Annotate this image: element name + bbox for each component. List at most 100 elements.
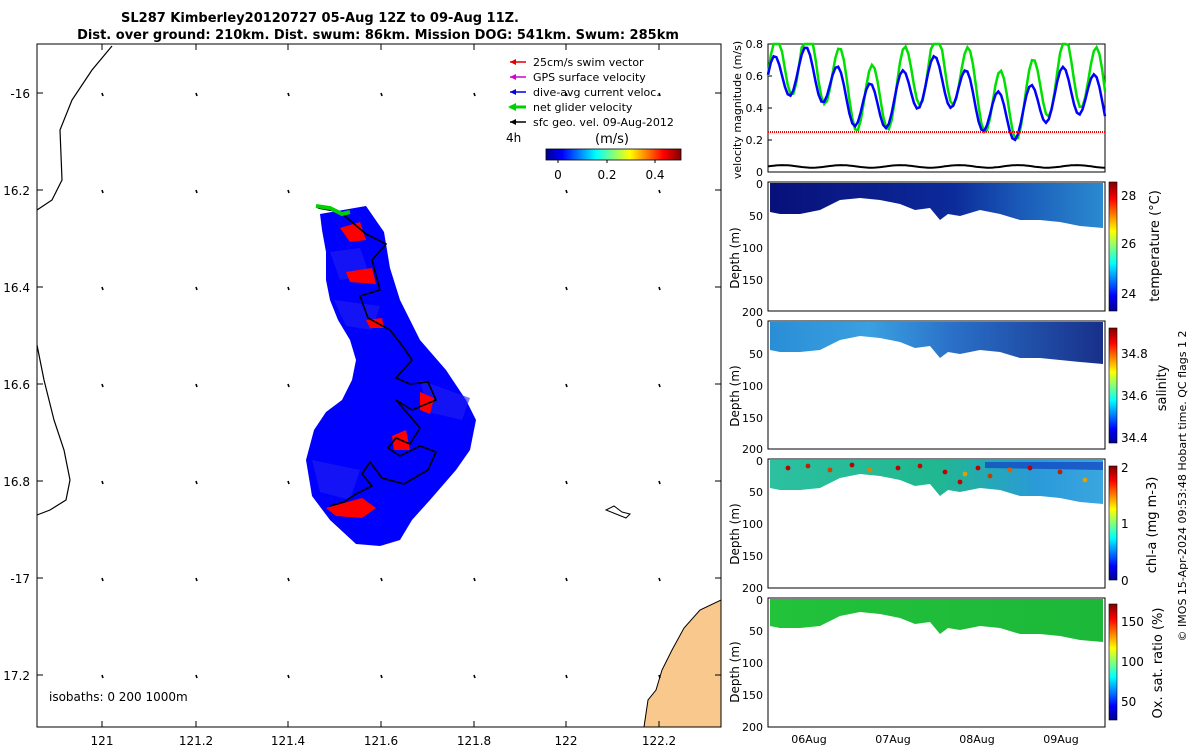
sfc-arrow-40 (658, 674, 661, 679)
chla-dot-14 (1082, 477, 1088, 483)
oxygen-cbar-tick-0: 150 (1121, 615, 1144, 629)
chla-dot-2 (827, 467, 833, 473)
chla-depth-tick-0: 0 (756, 455, 763, 468)
time-step-label: 4h (506, 131, 521, 145)
sfc-arrow-2 (287, 92, 290, 97)
legend-gps-arrowhead (510, 74, 516, 80)
salinity-label: salinity (1155, 364, 1170, 411)
chla-dot-11 (1007, 467, 1013, 473)
chla-surface-band (985, 462, 1103, 470)
sfc-arrow-26 (658, 480, 661, 485)
sfc-arrow-20 (565, 383, 568, 388)
chla-dot-6 (917, 463, 923, 469)
chla-panel: 2 1 0 chl-a (mg m-3) Depth (m) 0 50 100 … (728, 455, 1160, 595)
sfc-arrow-37 (380, 674, 383, 679)
chla-dot-13 (1057, 469, 1063, 475)
sfc-arrow-35 (195, 674, 198, 679)
chla-dot-8 (962, 471, 968, 477)
surface-velocity-arrows (101, 92, 661, 679)
sfc-arrow-12 (101, 286, 104, 291)
temperature-colorbar (1108, 181, 1118, 312)
x-tick-label-2: 121.4 (271, 734, 305, 748)
legend-net-label: net glider velocity (533, 101, 633, 114)
chla-depth-tick-4: 200 (742, 582, 763, 595)
sfc-arrow-14 (287, 286, 290, 291)
sfc-arrow-3 (380, 92, 383, 97)
legend-current-label: dive-avg current veloc. (533, 86, 660, 99)
salinity-cbar-tick-1: 34.6 (1121, 389, 1148, 403)
salinity-depth-tick-1: 50 (749, 348, 763, 361)
sfc-arrow-17 (101, 383, 104, 388)
sfc-arrow-7 (101, 189, 104, 194)
sfc-arrow-34 (101, 674, 104, 679)
legend-current-arrowhead (510, 89, 516, 95)
chla-dot-5 (895, 465, 901, 471)
sfc-arrow-9 (287, 189, 290, 194)
oxygen-depth-tick-3: 150 (742, 689, 763, 702)
oxygen-panel: 150 100 50 Ox. sat. ratio (%) Depth (m) … (728, 594, 1166, 734)
oxygen-cbar-tick-1: 100 (1121, 655, 1144, 669)
sfc-arrow-13 (195, 286, 198, 291)
oxygen-depth-label: Depth (m) (728, 641, 742, 702)
legend-gps-label: GPS surface velocity (533, 71, 646, 84)
sfc-arrow-6 (658, 92, 661, 97)
y-tick-label-2: 16.4 (3, 281, 30, 295)
sfc-arrow-38 (473, 674, 476, 679)
oxygen-depth-tick-2: 100 (742, 657, 763, 670)
sfc-arrow-19 (287, 383, 290, 388)
vel-y-tick-2: 0.4 (746, 102, 764, 115)
temperature-cbar-tick-0: 28 (1121, 189, 1136, 203)
oxygen-depth-tick-4: 200 (742, 721, 763, 734)
oxygen-section (770, 599, 1103, 642)
temperature-depth-tick-2: 100 (742, 242, 763, 255)
x-tick-label-1: 121.2 (179, 734, 213, 748)
oxygen-label: Ox. sat. ratio (%) (1151, 608, 1166, 719)
sfc-arrow-32 (565, 577, 568, 582)
chla-dot-12 (1027, 465, 1033, 471)
sfc-arrow-21 (658, 383, 661, 388)
footer-credit: © IMOS 15-Apr-2024 09:53:48 Hobart time.… (1176, 331, 1189, 642)
oxygen-depth-tick-1: 50 (749, 625, 763, 638)
sfc-arrow-4 (473, 92, 476, 97)
x-tick-label-5: 122 (555, 734, 578, 748)
legend-sfc-arrowhead (510, 119, 516, 125)
map-ticks (37, 44, 721, 727)
sfc-arrow-15 (565, 286, 568, 291)
sfc-arrow-31 (473, 577, 476, 582)
chla-dot-10 (987, 473, 993, 479)
chla-dot-3 (849, 462, 855, 468)
x-tick-label-6: 122.2 (642, 734, 676, 748)
isobaths-label: isobaths: 0 200 1000m (49, 690, 188, 704)
coastline-2 (36, 344, 71, 516)
title-line-1: SL287 Kimberley20120727 05-Aug 12Z to 09… (121, 11, 519, 26)
sfc-arrow-8 (195, 189, 198, 194)
chla-cbar-tick-2: 0 (1121, 574, 1129, 588)
chla-dot-1 (805, 463, 811, 469)
salinity-colorbar (1108, 327, 1118, 444)
salinity-cbar-tick-0: 34.8 (1121, 347, 1148, 361)
x-tick-label-0: 121 (91, 734, 114, 748)
y-tick-label-4: 16.8 (3, 475, 30, 489)
swim-vectors (326, 222, 434, 518)
y-tick-label-6: 17.2 (3, 669, 30, 683)
chla-dot-7 (942, 469, 948, 475)
salinity-section (770, 322, 1103, 364)
sfc-arrow-1 (195, 92, 198, 97)
colorbar-tick-label-1: 0.2 (597, 168, 616, 182)
coastline (36, 45, 113, 211)
sfc-arrow-24 (287, 480, 290, 485)
vel-y-tick-4: 0.8 (746, 38, 764, 51)
salinity-depth-label: Depth (m) (728, 365, 742, 426)
chla-dot-0 (785, 465, 791, 471)
sfc-arrow-25 (565, 480, 568, 485)
salinity-depth-tick-3: 150 (742, 412, 763, 425)
oxygen-colorbar (1108, 603, 1118, 721)
sfc-arrow-10 (565, 189, 568, 194)
chla-dot-4 (867, 467, 873, 473)
sfc-arrow-36 (287, 674, 290, 679)
temperature-depth-label: Depth (m) (728, 227, 742, 288)
vel-y-tick-1: 0.2 (746, 134, 764, 147)
vector-fan-overlap (312, 248, 470, 500)
time-tick-2: 08Aug (959, 733, 994, 746)
